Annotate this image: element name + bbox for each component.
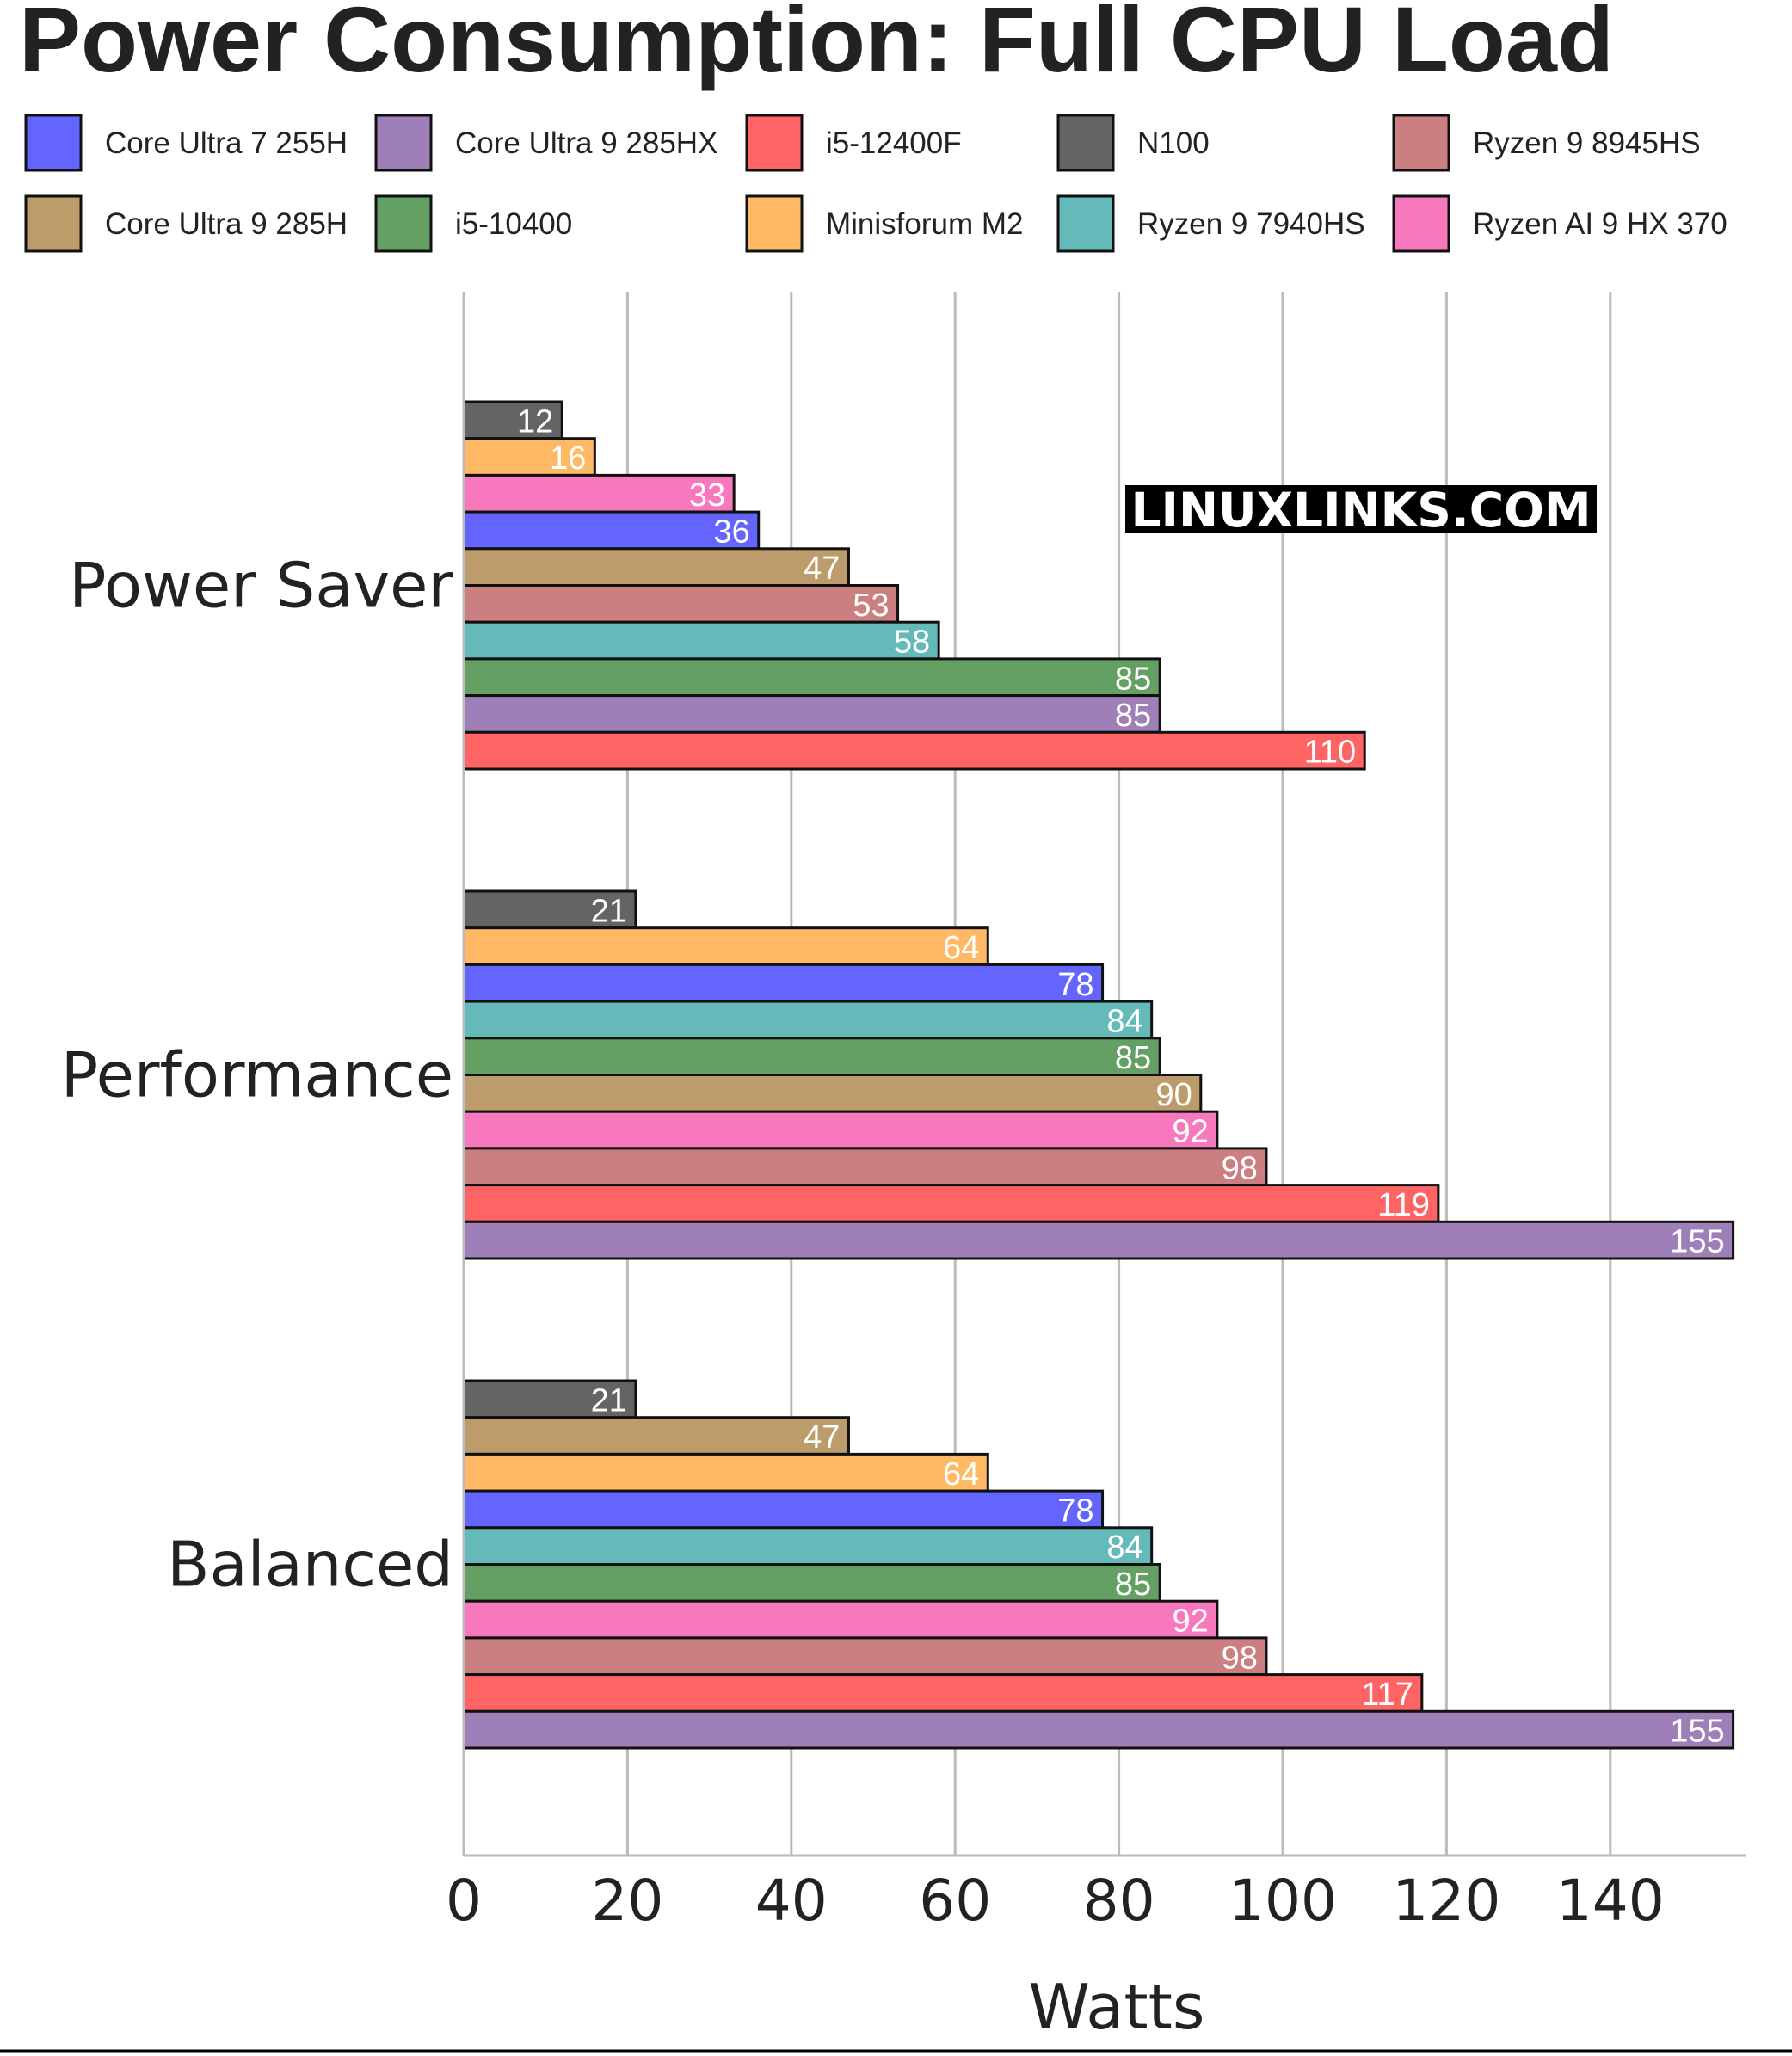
bar-label-performance-ryzen-ai-9-hx-370: 92 [1173,1114,1209,1150]
category-label-balanced: Balanced [167,1529,453,1601]
bar-balanced-i5-10400 [462,1563,1161,1603]
bar-label-performance-minisforum-m2: 64 [943,930,979,966]
x-tick-label-0: 0 [446,1868,482,1934]
bar-label-power-saver-n100: 12 [517,403,553,440]
x-tick-label-140: 140 [1556,1868,1665,1934]
bar-power-saver-n100 [462,400,563,440]
legend-swatch-ryzen-9-7940hs [1056,194,1115,253]
bar-performance-ryzen-9-7940hs [462,1000,1154,1040]
bar-performance-ryzen-9-8945hs [462,1147,1268,1187]
bar-label-power-saver-ryzen-9-7940hs: 58 [894,625,930,661]
legend-swatch-i5-12400f [745,114,804,172]
legend-label-i5-10400: i5-10400 [455,207,572,241]
bar-balanced-core-ultra-7-255h [462,1489,1105,1530]
bar-performance-ryzen-ai-9-hx-370 [462,1110,1219,1150]
x-tick-label-120: 120 [1392,1868,1500,1934]
bar-label-power-saver-core-ultra-7-255h: 36 [713,514,749,550]
bar-label-performance-core-ultra-9-285h: 90 [1156,1077,1192,1113]
legend-label-core-ultra-7-255h: Core Ultra 7 255H [105,126,348,160]
watermark-box [1125,485,1597,533]
bar-power-saver-i5-12400f [462,730,1366,771]
bar-performance-core-ultra-9-285hx [462,1220,1735,1260]
bar-label-balanced-core-ultra-9-285hx: 155 [1670,1714,1724,1750]
bar-label-balanced-i5-10400: 85 [1115,1567,1151,1603]
bar-balanced-i5-12400f [462,1673,1424,1713]
bar-balanced-ryzen-ai-9-hx-370 [462,1599,1219,1640]
category-label-power-saver: Power Saver [69,550,453,622]
bar-label-performance-ryzen-9-8945hs: 98 [1222,1150,1258,1186]
bar-label-power-saver-core-ultra-9-285h: 47 [804,551,840,587]
bar-performance-i5-10400 [462,1037,1161,1077]
bar-label-performance-core-ultra-7-255h: 78 [1057,967,1093,1003]
x-axis-title: Watts [1029,1971,1205,2043]
legend-swatch-minisforum-m2 [745,194,804,253]
legend-label-i5-12400f: i5-12400F [826,126,962,160]
bar-label-power-saver-core-ultra-9-285hx: 85 [1115,698,1151,734]
x-tick-label-60: 60 [919,1868,991,1934]
watermark: LINUXLINKS.COM [1125,483,1597,538]
legend-label-core-ultra-9-285h: Core Ultra 9 285H [105,207,348,241]
bar-label-power-saver-i5-12400f: 110 [1304,735,1357,771]
bar-label-power-saver-minisforum-m2: 16 [550,440,586,477]
bar-balanced-ryzen-9-8945hs [462,1636,1268,1677]
bar-label-balanced-core-ultra-7-255h: 78 [1057,1493,1093,1529]
bar-balanced-core-ultra-9-285h [462,1416,850,1456]
x-tick-label-80: 80 [1083,1868,1155,1934]
bar-label-performance-core-ultra-9-285hx: 155 [1670,1224,1724,1260]
x-tick-label-40: 40 [755,1868,828,1934]
bar-label-balanced-n100: 21 [591,1382,627,1419]
bar-balanced-ryzen-9-7940hs [462,1526,1154,1567]
legend-swatch-core-ultra-9-285h [24,194,83,253]
bar-label-power-saver-i5-10400: 85 [1115,661,1151,697]
bar-label-balanced-i5-12400f: 117 [1361,1677,1413,1713]
bars: Power Saver121633364753588585110Performa… [61,400,1735,1750]
legend-swatch-core-ultra-7-255h [24,114,83,172]
x-tick-label-20: 20 [591,1868,663,1934]
bar-performance-i5-12400f [462,1184,1440,1223]
bar-label-balanced-minisforum-m2: 64 [943,1456,979,1493]
legend-swatch-ryzen-9-8945hs [1392,114,1450,172]
bar-label-balanced-ryzen-9-8945hs: 98 [1222,1640,1258,1676]
legend-label-ryzen-ai-9-hx-370: Ryzen AI 9 HX 370 [1473,207,1727,241]
bar-power-saver-i5-10400 [462,657,1161,698]
bar-power-saver-core-ultra-9-285h [462,547,850,587]
bar-label-performance-ryzen-9-7940hs: 84 [1106,1003,1142,1039]
bar-balanced-core-ultra-9-285hx [462,1709,1735,1750]
bar-label-performance-i5-10400: 85 [1115,1040,1151,1076]
legend-label-minisforum-m2: Minisforum M2 [826,207,1023,241]
bar-power-saver-core-ultra-9-285hx [462,694,1161,734]
legend-label-ryzen-9-7940hs: Ryzen 9 7940HS [1137,207,1365,241]
legend-swatch-n100 [1056,114,1115,172]
bar-performance-core-ultra-7-255h [462,963,1105,1003]
bar-label-balanced-ryzen-ai-9-hx-370: 92 [1173,1604,1209,1640]
chart-title: Power Consumption: Full CPU Load [19,0,1614,91]
bar-balanced-minisforum-m2 [462,1452,989,1493]
legend-swatch-ryzen-ai-9-hx-370 [1392,194,1450,253]
bar-label-performance-n100: 21 [591,893,627,929]
watermark-text: LINUXLINKS.COM [1130,483,1591,538]
bar-label-power-saver-ryzen-ai-9-hx-370: 33 [689,477,725,514]
legend: Core Ultra 7 255H Core Ultra 9 285HX i5-12… [24,114,1727,253]
bar-performance-core-ultra-9-285h [462,1074,1203,1113]
bar-performance-minisforum-m2 [462,926,989,966]
bar-label-balanced-core-ultra-9-285h: 47 [804,1419,840,1456]
legend-label-ryzen-9-8945hs: Ryzen 9 8945HS [1473,126,1701,160]
bar-power-saver-ryzen-9-8945hs [462,584,900,624]
bar-label-performance-i5-12400f: 119 [1377,1187,1430,1223]
bar-label-balanced-ryzen-9-7940hs: 84 [1106,1530,1142,1566]
legend-label-core-ultra-9-285hx: Core Ultra 9 285HX [455,126,717,160]
x-tick-label-100: 100 [1229,1868,1337,1934]
legend-swatch-i5-10400 [374,194,433,253]
legend-swatch-core-ultra-9-285hx [374,114,433,172]
x-axis: 0 20 40 60 80 100 120 140 Watts [446,292,1746,2043]
bar-power-saver-ryzen-9-7940hs [462,620,940,661]
category-label-performance: Performance [61,1039,453,1111]
bar-label-power-saver-ryzen-9-8945hs: 53 [853,588,889,624]
legend-label-n100: N100 [1137,126,1210,160]
